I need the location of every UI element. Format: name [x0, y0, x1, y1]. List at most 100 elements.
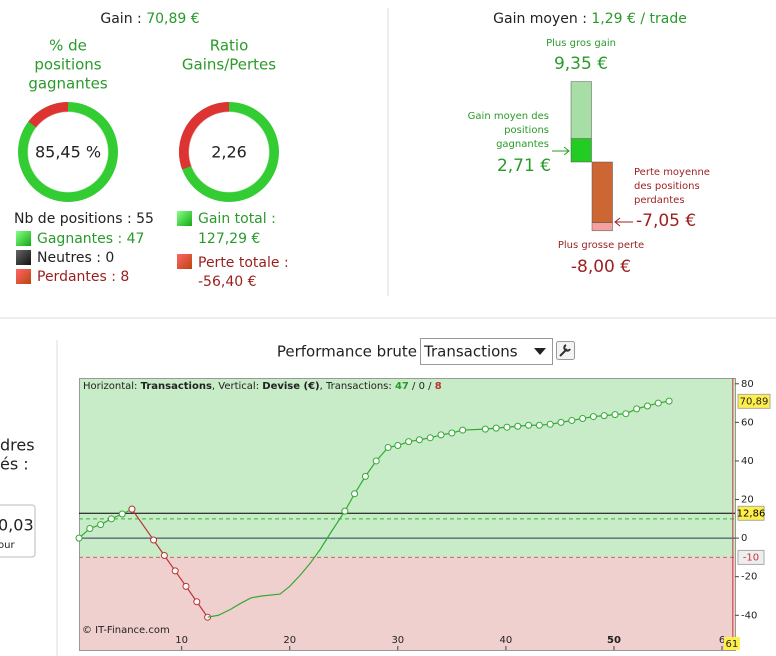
legend-swatch: [177, 254, 192, 269]
info-part: /: [409, 381, 419, 392]
point: [372, 457, 380, 465]
point: [394, 442, 402, 450]
bar: [591, 222, 613, 232]
info-part: , Transactions:: [320, 381, 395, 392]
y-tick-label: -40: [741, 610, 757, 621]
bar-title: Gain moyen des: [468, 111, 549, 122]
bar-title: Plus grosse perte: [558, 240, 644, 251]
total-value: 127,29 €: [198, 231, 260, 247]
bar-value: 9,35 €: [554, 54, 608, 74]
point: [75, 534, 83, 542]
bar: [591, 161, 613, 223]
value: 1,29 € / trade: [591, 11, 686, 27]
bar-title: Perte moyenne: [634, 167, 710, 178]
input-hint: our: [0, 540, 15, 551]
sidebar-text: dres: [0, 436, 35, 455]
info-part: 0: [419, 381, 425, 392]
count: Perdantes : 8: [37, 269, 129, 285]
info-part: /: [425, 381, 435, 392]
point: [611, 411, 619, 419]
point: [128, 505, 136, 513]
point: [579, 415, 587, 423]
gain-heading: Gain : 70,89 €: [100, 11, 199, 27]
legend-swatch: [177, 211, 192, 226]
bar-value: 2,71 €: [497, 156, 551, 176]
x-tick-label: 30: [391, 635, 404, 646]
title: Ratio: [210, 37, 249, 55]
point: [341, 507, 349, 515]
point: [182, 582, 190, 590]
point: [633, 405, 641, 413]
point: [193, 598, 201, 606]
point: [568, 416, 576, 424]
point: [503, 423, 511, 431]
legend-swatch: [16, 269, 31, 284]
bar: [570, 81, 592, 139]
point: [86, 524, 94, 532]
info-part: Devise (€): [262, 381, 319, 392]
credit: © IT-Finance.com: [82, 625, 170, 636]
total-value: -56,40 €: [198, 274, 257, 290]
donut-value: 2,26: [211, 143, 247, 162]
sidebar-text: és :: [0, 455, 29, 474]
point: [415, 436, 423, 444]
x-tick-label: 6: [719, 635, 725, 646]
x-marker-label: 61: [725, 639, 738, 650]
select[interactable]: [420, 338, 553, 365]
bar-title: gagnantes: [496, 139, 549, 150]
arrow: [552, 146, 570, 156]
info-part: Transactions: [141, 381, 212, 392]
point: [448, 429, 456, 437]
series-line: [207, 510, 346, 618]
count: Neutres : 0: [37, 250, 114, 266]
donut-inner: [188, 111, 270, 193]
legend-swatch: [16, 250, 31, 265]
zone-negative: [79, 557, 735, 650]
wrench-icon: [559, 344, 571, 357]
arrow: [614, 217, 633, 227]
x-tick-label: 20: [283, 635, 296, 646]
donut-segment: [28, 102, 69, 128]
point: [546, 420, 554, 428]
y-tick-label: 40: [741, 456, 754, 467]
info-part: 47: [395, 381, 409, 392]
count: Gagnantes : 47: [37, 231, 144, 247]
point: [622, 410, 630, 418]
count: Nb de positions : 55: [14, 211, 154, 227]
point: [118, 510, 126, 518]
point: [361, 472, 369, 480]
bar-title: des positions: [634, 181, 700, 192]
title: % de: [49, 37, 87, 55]
x-tick-label: 40: [500, 635, 513, 646]
level-label: 12,86: [737, 508, 766, 519]
point: [459, 426, 467, 434]
level-label: -10: [743, 552, 759, 563]
point: [600, 412, 608, 420]
y-tick-label: 20: [741, 495, 754, 506]
total-title: Gain total :: [198, 211, 276, 227]
bar-value: -8,00 €: [571, 257, 631, 277]
x-marker-box: [723, 637, 740, 650]
input[interactable]: [0, 504, 36, 558]
point: [514, 422, 522, 430]
average-heading: Gain moyen : 1,29 € / trade: [493, 11, 687, 27]
point: [665, 397, 673, 405]
point: [535, 421, 543, 429]
y-tick-label: 80: [741, 379, 754, 390]
select-value: Transactions: [423, 343, 518, 361]
label: Gain :: [100, 11, 146, 27]
point: [405, 438, 413, 446]
point: [97, 521, 105, 529]
plot-frame: [79, 378, 736, 651]
point: [437, 431, 445, 439]
select-arrow: [534, 348, 546, 355]
last-label: 70,89: [740, 396, 769, 407]
chart-title: Performance brute: [277, 343, 417, 361]
y-tick-label: 60: [741, 417, 754, 428]
info-part: , Vertical:: [212, 381, 262, 392]
level-box: [737, 549, 765, 565]
bar-title: positions: [504, 125, 549, 136]
title: positions: [34, 56, 101, 74]
bar-title: Plus gros gain: [546, 38, 616, 49]
bar-title: perdantes: [634, 195, 685, 206]
